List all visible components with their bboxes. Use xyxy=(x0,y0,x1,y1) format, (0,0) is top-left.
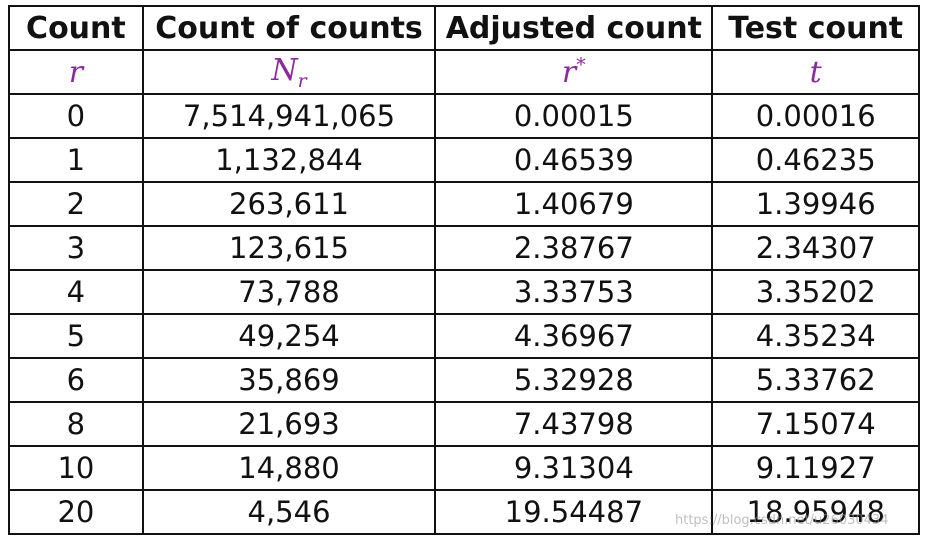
symbol-base: N xyxy=(271,52,298,88)
data-cell: 2.38767 xyxy=(434,225,714,271)
data-cell: 14,880 xyxy=(141,445,437,491)
data-cell: 3.35202 xyxy=(711,269,920,315)
data-cell: 18.95948 xyxy=(711,489,920,535)
header-row: Count Count of counts Adjusted count Test c… xyxy=(8,5,920,51)
data-cell: 263,611 xyxy=(141,181,437,227)
data-cell: 8 xyxy=(8,401,144,447)
data-cell: 5 xyxy=(8,313,144,359)
data-cell: 7,514,941,065 xyxy=(141,93,437,139)
data-cell: 0 xyxy=(8,93,144,139)
data-cell: 1.40679 xyxy=(434,181,714,227)
watermark: https://blog.csdn.net/u26030434 xyxy=(675,513,889,528)
data-cell: 0.46235 xyxy=(711,137,920,183)
symbol-cell: r* xyxy=(434,49,714,95)
data-cell: 4.35234 xyxy=(711,313,920,359)
data-cell: 7.43798 xyxy=(434,401,714,447)
data-cell: 7.15074 xyxy=(711,401,920,447)
data-cell: 3 xyxy=(8,225,144,271)
data-cell: 2 xyxy=(8,181,144,227)
table-body: r Nr r* t 0 7,514,941,065 0.00015 0.00016 1 1,132… xyxy=(8,49,920,535)
symbol-cell: r xyxy=(8,49,144,95)
data-cell: 0.00016 xyxy=(711,93,920,139)
header-cell: Test count xyxy=(711,5,920,51)
symbol-cell: Nr xyxy=(141,49,437,95)
symbol-base: r xyxy=(68,54,84,90)
header-cell: Count xyxy=(8,5,144,51)
symbol-subscript: r xyxy=(297,69,307,92)
data-cell: 1 xyxy=(8,137,144,183)
symbol-cell: t xyxy=(711,49,920,95)
data-cell: 0.46539 xyxy=(434,137,714,183)
data-cell: 3.33753 xyxy=(434,269,714,315)
data-cell: 35,869 xyxy=(141,357,437,403)
data-cell: 9.11927 xyxy=(711,445,920,491)
data-row: 3 123,615 2.38767 2.34307 xyxy=(8,225,920,271)
data-row: 8 21,693 7.43798 7.15074 xyxy=(8,401,920,447)
header-cell: Count of counts xyxy=(141,5,437,51)
data-cell: 6 xyxy=(8,357,144,403)
data-cell: 10 xyxy=(8,445,144,491)
count-table: Count Count of counts Adjusted count Test c… xyxy=(8,5,920,535)
data-cell: 49,254 xyxy=(141,313,437,359)
data-cell: 9.31304 xyxy=(434,445,714,491)
data-cell: 5.33762 xyxy=(711,357,920,403)
header-cell: Adjusted count xyxy=(434,5,714,51)
data-cell: 123,615 xyxy=(141,225,437,271)
data-row: 10 14,880 9.31304 9.11927 xyxy=(8,445,920,491)
data-cell: 2.34307 xyxy=(711,225,920,271)
data-row: 1 1,132,844 0.46539 0.46235 xyxy=(8,137,920,183)
data-cell: 20 xyxy=(8,489,144,535)
data-cell: 1,132,844 xyxy=(141,137,437,183)
data-row: 0 7,514,941,065 0.00015 0.00016 xyxy=(8,93,920,139)
data-row: 4 73,788 3.33753 3.35202 xyxy=(8,269,920,315)
data-cell: 19.54487 xyxy=(434,489,714,535)
symbol-base: r xyxy=(561,55,577,90)
data-cell: 1.39946 xyxy=(711,181,920,227)
data-row: 5 49,254 4.36967 4.35234 xyxy=(8,313,920,359)
data-cell: 4,546 xyxy=(141,489,437,535)
symbol-base: t xyxy=(809,54,822,90)
data-row: 2 263,611 1.40679 1.39946 xyxy=(8,181,920,227)
data-cell: 5.32928 xyxy=(434,357,714,403)
data-row: 6 35,869 5.32928 5.33762 xyxy=(8,357,920,403)
symbol-row: r Nr r* t xyxy=(8,49,920,95)
data-cell: 4 xyxy=(8,269,144,315)
data-row: 20 4,546 19.54487 18.95948 xyxy=(8,489,920,535)
data-cell: 0.00015 xyxy=(434,93,714,139)
data-cell: 4.36967 xyxy=(434,313,714,359)
data-cell: 21,693 xyxy=(141,401,437,447)
symbol-superscript: * xyxy=(576,54,586,76)
data-cell: 73,788 xyxy=(141,269,437,315)
